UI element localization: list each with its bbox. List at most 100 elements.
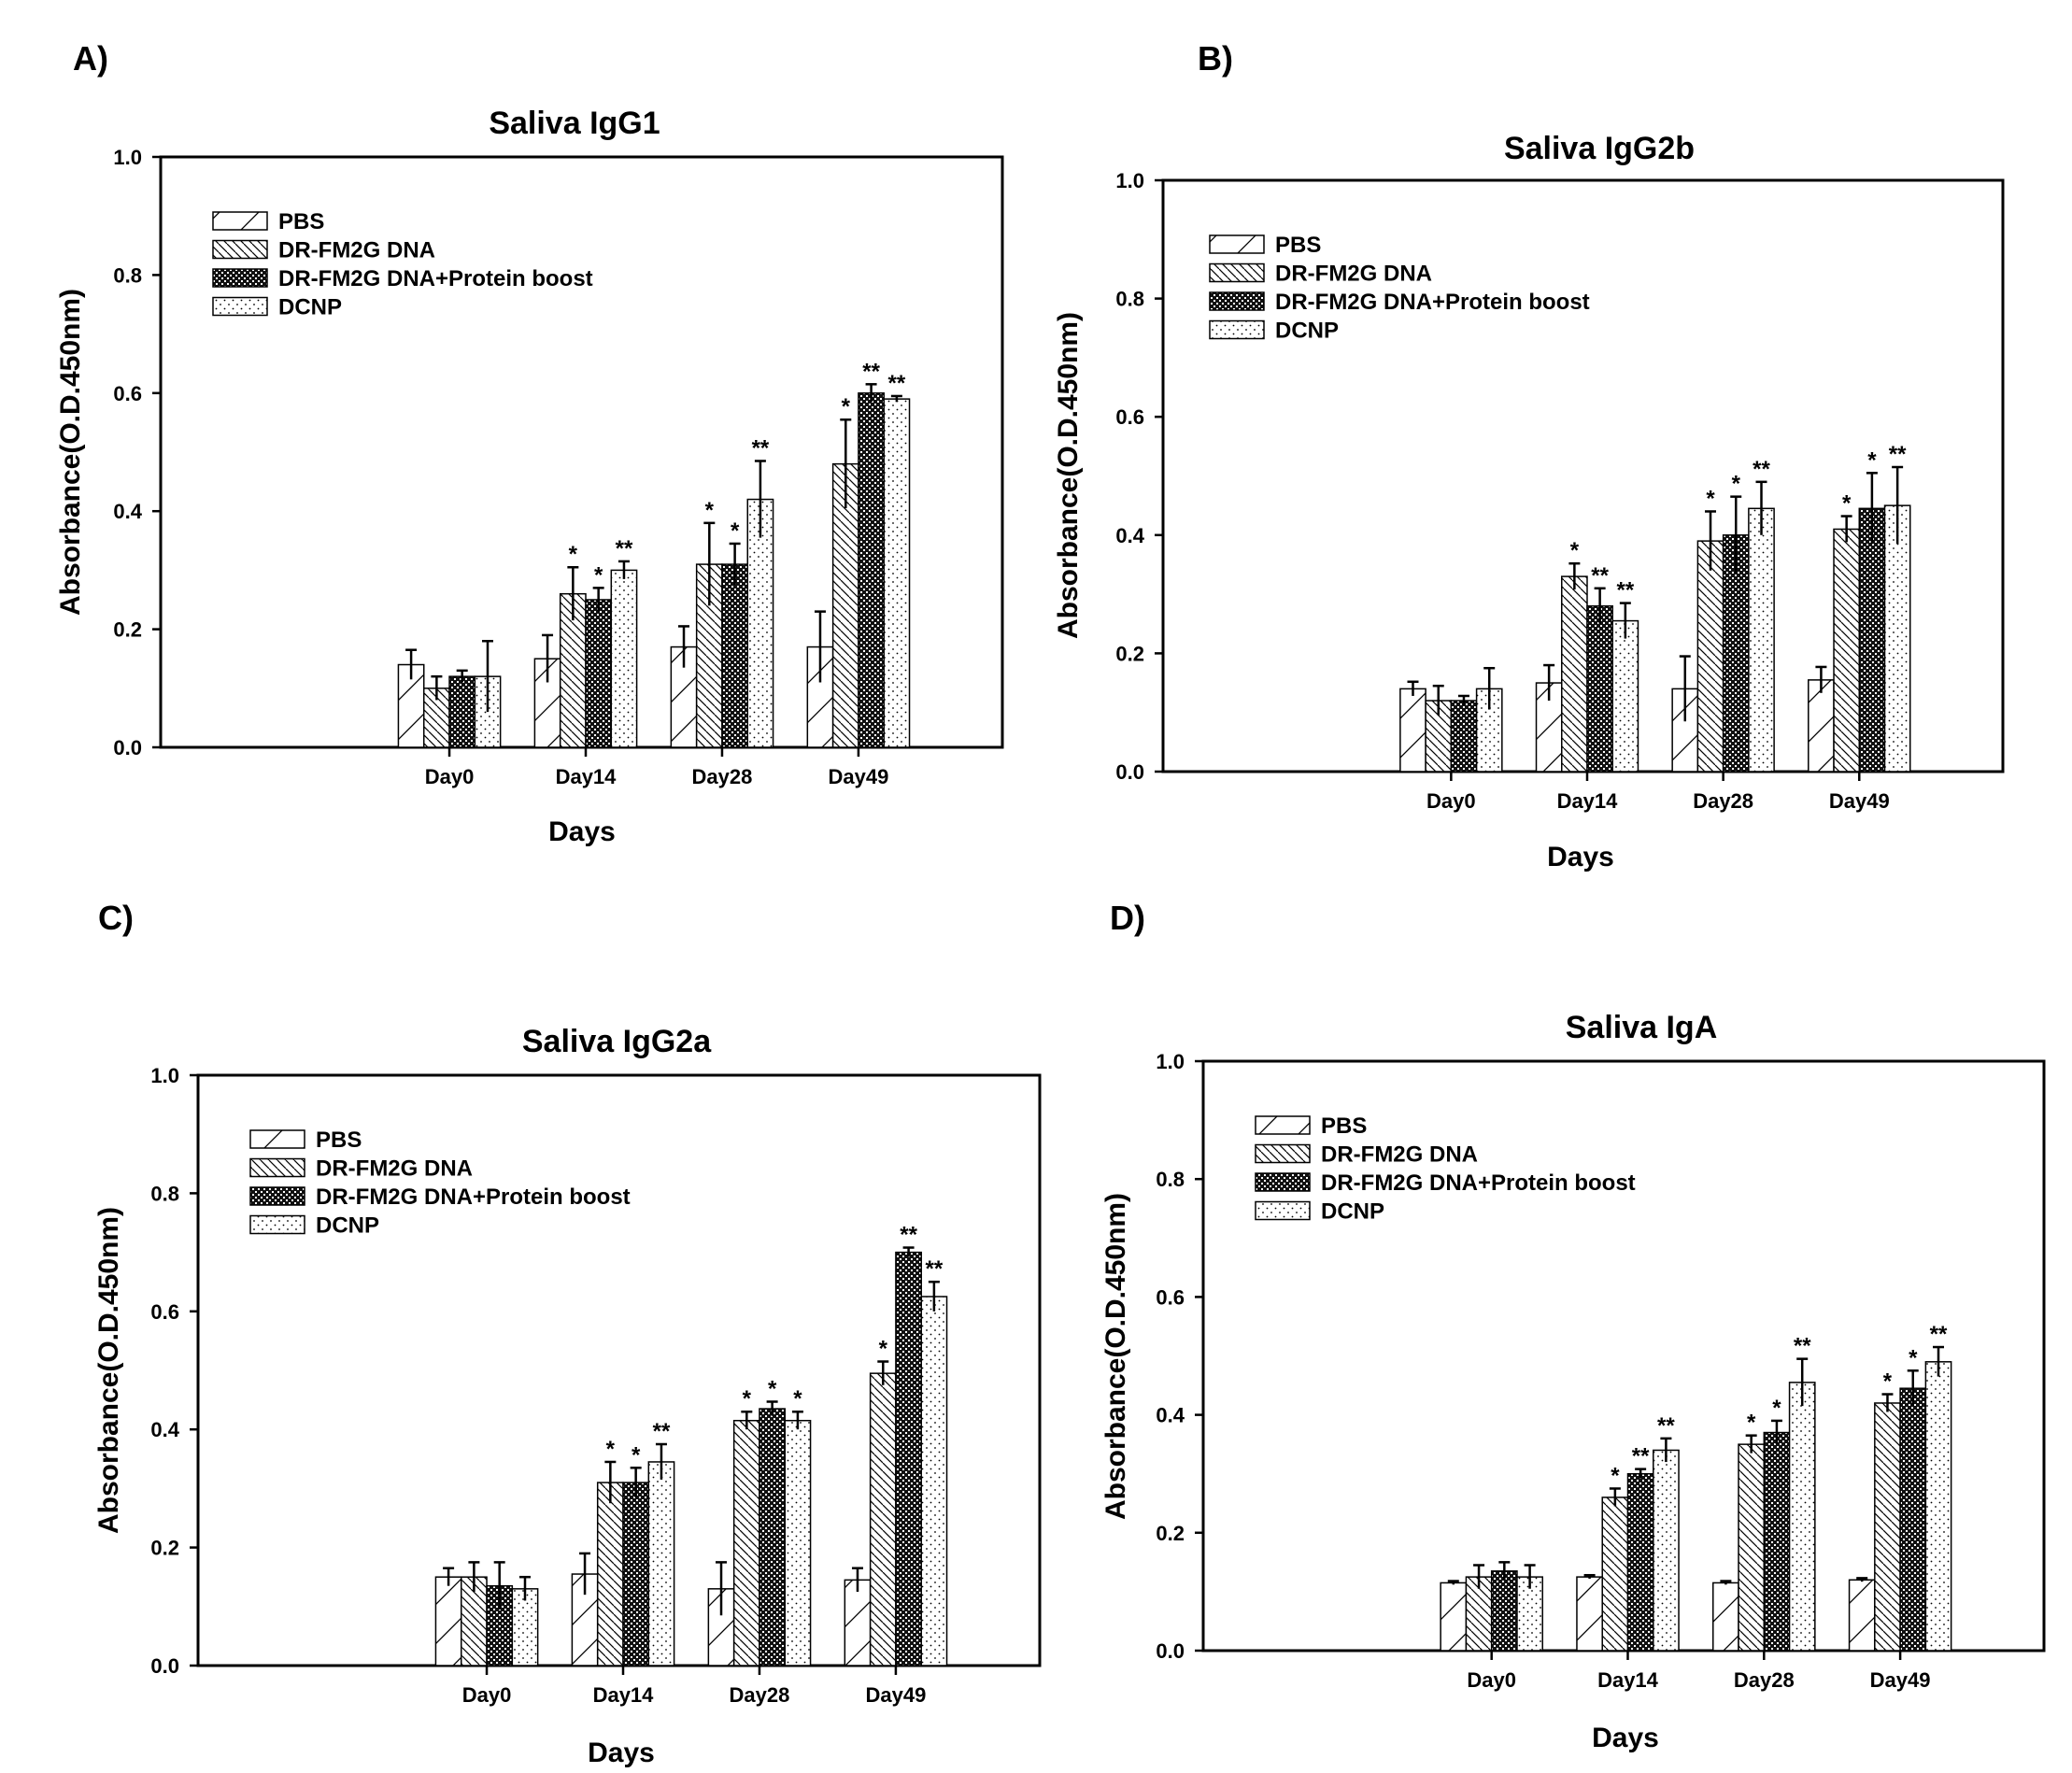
- y-tick-label: 0.2: [150, 1537, 179, 1560]
- bar: [1561, 575, 1588, 773]
- bar: [1848, 1579, 1876, 1652]
- bar: [1763, 1431, 1791, 1652]
- significance-label: **: [926, 1256, 944, 1282]
- bar: [1653, 1449, 1680, 1652]
- panel-label: D): [1110, 899, 1145, 937]
- bar: [1576, 1576, 1603, 1652]
- bar: [1924, 1361, 1952, 1652]
- x-tick-label: Day14: [1557, 789, 1619, 813]
- panel-d: D) Saliva IgA 0.0 0.2 0.4 0.6 0.8 1.0 Absorbance…: [1100, 899, 2046, 1753]
- significance-label: *: [793, 1386, 802, 1411]
- x-tick-label: Day14: [593, 1683, 655, 1707]
- significance-label: **: [1617, 578, 1635, 603]
- x-tick-label: Day14: [556, 765, 617, 788]
- legend-swatch: [212, 211, 268, 231]
- legend-label: DR-FM2G DNA: [1275, 262, 1432, 287]
- legend-swatch: [1209, 291, 1265, 311]
- y-tick-label: 1.0: [1115, 169, 1144, 192]
- legend-label: DR-FM2G DNA+Protein boost: [316, 1184, 631, 1210]
- bar: [1858, 507, 1886, 773]
- bar: [511, 1588, 539, 1667]
- y-tick-label: 0.6: [1115, 405, 1144, 429]
- panel-b: B) Saliva IgG2b 0.0 0.2 0.4 0.6 0.8 1.0 Absorban…: [1053, 39, 2005, 872]
- bar: [1899, 1387, 1927, 1652]
- y-tick-label: 0.4: [113, 500, 142, 523]
- legend-label: DR-FM2G DNA: [278, 238, 435, 263]
- chart-title: Saliva IgA: [1566, 1010, 1718, 1045]
- legend-label: DR-FM2G DNA: [1321, 1142, 1478, 1168]
- x-tick-label: Day0: [425, 765, 475, 788]
- bar: [1874, 1402, 1901, 1652]
- legend-label: PBS: [316, 1128, 362, 1153]
- significance-label: *: [1706, 486, 1715, 511]
- y-tick-label: 0.2: [1156, 1522, 1185, 1545]
- bar: [759, 1408, 787, 1667]
- significance-label: *: [705, 498, 715, 523]
- y-tick-label: 0.2: [113, 618, 142, 642]
- panel-a: A) Saliva IgG1 0.0 0.2 0.4 0.6 0.8 1.0 Absorbanc…: [55, 39, 1004, 847]
- significance-label: *: [1570, 538, 1580, 563]
- bar: [895, 1251, 922, 1667]
- y-axis-label: Absorbance(O.D.450nm): [1053, 312, 1084, 639]
- y-tick-label: 1.0: [1156, 1050, 1185, 1073]
- legend-label: PBS: [1275, 233, 1321, 258]
- significance-label: **: [1889, 442, 1907, 467]
- chart-title: Saliva IgG1: [489, 106, 660, 141]
- bar: [831, 462, 859, 748]
- legend-swatch: [249, 1186, 305, 1206]
- bar: [844, 1579, 872, 1667]
- legend-swatch: [249, 1129, 305, 1149]
- legend-label: DCNP: [316, 1213, 379, 1239]
- bar: [434, 1576, 462, 1667]
- legend-label: DCNP: [1275, 319, 1339, 344]
- x-tick-label: Day28: [730, 1683, 790, 1707]
- significance-label: **: [1657, 1413, 1675, 1439]
- legend-swatch: [249, 1157, 305, 1178]
- bar: [610, 569, 638, 748]
- significance-label: **: [900, 1223, 917, 1248]
- bar: [883, 398, 911, 748]
- panel-label: C): [98, 899, 134, 937]
- legend-label: DR-FM2G DNA+Protein boost: [278, 266, 593, 291]
- y-tick-label: 1.0: [113, 146, 142, 169]
- significance-label: **: [1930, 1322, 1948, 1347]
- legend-label: DR-FM2G DNA+Protein boost: [1275, 290, 1590, 315]
- significance-label: *: [1732, 472, 1741, 497]
- y-axis-label: Absorbance(O.D.450nm): [55, 289, 86, 616]
- legend-swatch: [1209, 262, 1265, 283]
- y-axis-label: Absorbance(O.D.450nm): [93, 1207, 124, 1534]
- significance-label: **: [616, 536, 633, 561]
- bar: [732, 1419, 760, 1667]
- significance-label: **: [862, 359, 880, 384]
- bar: [920, 1296, 948, 1667]
- legend-label: DCNP: [278, 295, 342, 320]
- x-axis-label: Days: [548, 816, 616, 847]
- bar: [1696, 540, 1724, 773]
- x-tick-label: Day49: [866, 1683, 927, 1707]
- y-tick-label: 0.2: [1115, 642, 1144, 665]
- legend-swatch: [1255, 1143, 1311, 1164]
- bar: [448, 675, 476, 748]
- significance-label: *: [768, 1376, 777, 1401]
- x-tick-label: Day49: [1829, 789, 1890, 813]
- legend-label: PBS: [1321, 1113, 1367, 1139]
- legend-swatch: [249, 1214, 305, 1235]
- bar: [746, 498, 774, 748]
- bar: [869, 1372, 897, 1667]
- y-tick-label: 1.0: [150, 1064, 179, 1087]
- y-tick-label: 0.4: [1115, 524, 1144, 547]
- y-tick-label: 0.0: [1156, 1639, 1185, 1663]
- bar: [1399, 688, 1426, 773]
- bar: [647, 1461, 675, 1667]
- legend-label: PBS: [278, 209, 324, 234]
- significance-label: **: [1753, 457, 1770, 482]
- bar: [784, 1419, 812, 1667]
- x-tick-label: Day28: [1693, 789, 1753, 813]
- legend-swatch: [212, 296, 268, 317]
- bar: [1516, 1576, 1543, 1652]
- x-tick-label: Day49: [829, 765, 889, 788]
- significance-label: *: [594, 562, 603, 588]
- significance-label: **: [888, 371, 906, 396]
- y-tick-label: 0.0: [150, 1654, 179, 1678]
